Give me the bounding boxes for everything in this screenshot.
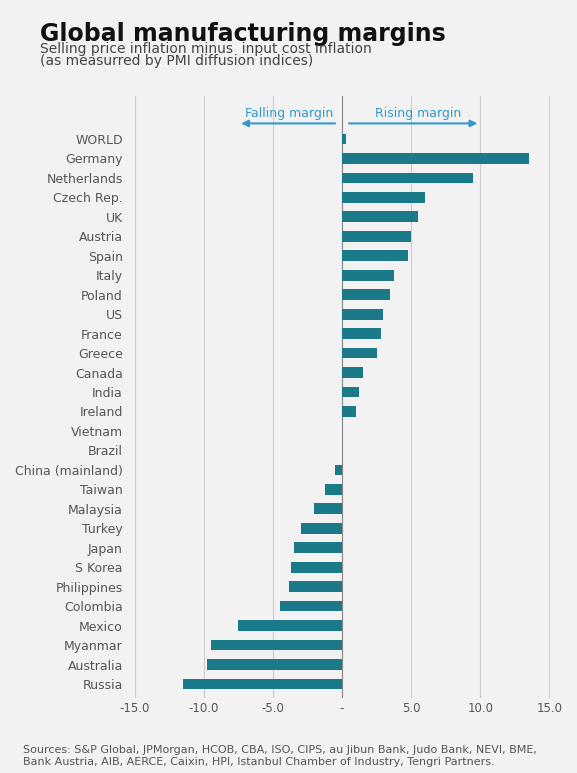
Bar — [342, 309, 384, 319]
Bar — [207, 659, 342, 670]
Bar — [342, 329, 381, 339]
Bar — [342, 289, 391, 300]
Bar — [342, 386, 358, 397]
Bar — [291, 562, 342, 573]
Text: Sources: S&P Global, JPMorgan, HCOB, CBA, ISO, CIPS, au Jibun Bank, Judo Bank, N: Sources: S&P Global, JPMorgan, HCOB, CBA… — [23, 745, 537, 767]
Bar — [294, 543, 342, 553]
Bar — [342, 172, 473, 183]
Bar — [342, 134, 346, 145]
Bar — [183, 679, 342, 690]
Bar — [342, 231, 411, 242]
Bar — [342, 153, 529, 164]
Bar — [211, 640, 342, 650]
Bar — [342, 406, 356, 417]
Bar — [301, 523, 342, 533]
Bar — [342, 250, 409, 261]
Bar — [342, 192, 425, 203]
Bar — [342, 270, 395, 281]
Text: Selling price inflation minus  input cost inflation: Selling price inflation minus input cost… — [40, 42, 372, 56]
Bar — [280, 601, 342, 611]
Bar — [342, 367, 363, 378]
Bar — [342, 212, 418, 222]
Text: (as measurred by PMI diffusion indices): (as measurred by PMI diffusion indices) — [40, 54, 314, 68]
Text: Rising margin: Rising margin — [375, 107, 461, 121]
Text: Falling margin: Falling margin — [245, 107, 334, 121]
Bar — [325, 484, 342, 495]
Text: Global manufacturing margins: Global manufacturing margins — [40, 22, 446, 46]
Bar — [290, 581, 342, 592]
Bar — [335, 465, 342, 475]
Bar — [342, 348, 377, 359]
Bar — [314, 503, 342, 514]
Bar — [238, 620, 342, 631]
